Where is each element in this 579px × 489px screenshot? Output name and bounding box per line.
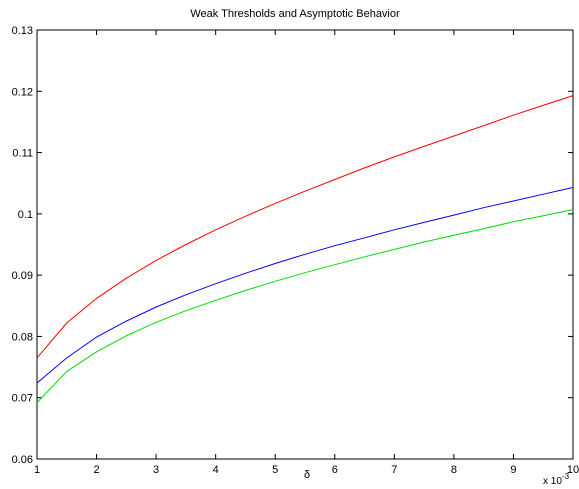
chart-title: Weak Thresholds and Asymptotic Behavior — [190, 8, 400, 20]
x-tick-label: 8 — [451, 464, 457, 476]
x-tick-label: 2 — [93, 464, 99, 476]
axis-ticks: 1 2 3 4 5 6 7 8 9 10 0.06 0.07 0.08 0.09 0.1 0.11 0.12 0.… — [12, 25, 579, 476]
x-axis-exponent-power: -3 — [562, 472, 570, 481]
y-tick-label: 0.06 — [12, 454, 33, 466]
x-tick-label: 9 — [510, 464, 516, 476]
y-tick-label: 0.08 — [12, 331, 33, 343]
x-axis-label: δ — [304, 469, 310, 481]
y-tick-label: 0.1 — [18, 209, 33, 221]
y-tick-label: 0.12 — [12, 86, 33, 98]
series-line-2 — [36, 187, 574, 384]
x-axis-exponent: x 10-3 — [543, 472, 570, 487]
y-tick-label: 0.07 — [12, 393, 33, 405]
x-tick-label: 1 — [34, 464, 40, 476]
y-tick-label: 0.09 — [12, 270, 33, 282]
x-tick-label: 3 — [153, 464, 159, 476]
x-tick-label: 10 — [567, 464, 579, 476]
series-line-1 — [36, 95, 574, 359]
x-tick-label: 7 — [391, 464, 397, 476]
y-tick-label: 0.11 — [12, 148, 33, 160]
plot-area — [36, 29, 574, 460]
series-lines — [36, 95, 574, 403]
x-tick-label: 4 — [213, 464, 219, 476]
x-tick-label: 5 — [272, 464, 278, 476]
y-tick-label: 0.13 — [12, 25, 33, 37]
series-line-3 — [36, 209, 574, 403]
x-tick-label: 6 — [332, 464, 338, 476]
x-axis-exponent-base: x 10 — [543, 476, 562, 487]
